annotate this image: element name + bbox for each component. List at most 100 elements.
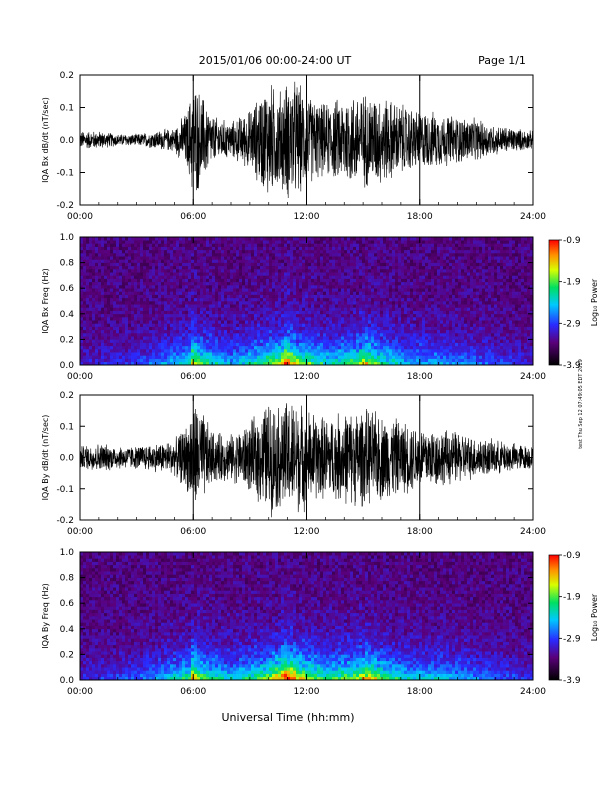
spectrogram-cell <box>392 310 396 315</box>
spectrogram-cell <box>122 249 126 254</box>
spectrogram-cell <box>311 269 315 273</box>
spectrogram-cell <box>272 259 276 263</box>
spectrogram-cell <box>272 288 276 292</box>
spectrogram-cell <box>440 320 444 324</box>
spectrogram-cell <box>107 291 111 295</box>
spectrogram-cell <box>218 272 222 276</box>
spectrogram-cell <box>131 301 135 305</box>
spectrogram-cell <box>350 278 354 283</box>
spectrogram-cell <box>350 246 354 251</box>
spectrogram-cell <box>164 336 168 340</box>
spectrogram-cell <box>227 326 231 331</box>
spectrogram-cell <box>374 294 378 299</box>
spectrogram-cell <box>308 339 312 343</box>
spectrogram-cell <box>92 329 96 334</box>
spectrogram-cell <box>395 240 399 244</box>
spectrogram-cell <box>113 310 117 315</box>
spectrogram-cell <box>182 243 186 247</box>
spectrogram-cell <box>152 323 156 327</box>
spectrogram-cell <box>155 313 159 318</box>
spectrogram-cell <box>389 355 393 359</box>
spectrogram-cell <box>92 288 96 292</box>
spectrogram-cell <box>362 339 366 343</box>
spectrogram-cell <box>431 339 435 343</box>
spectrogram-cell <box>239 301 243 305</box>
spectrogram-cell <box>314 301 318 305</box>
spectrogram-cell <box>446 304 450 308</box>
spectrogram-cell <box>347 262 351 267</box>
spectrogram-cell <box>323 275 327 279</box>
spectrogram-cell <box>107 345 111 350</box>
spectrogram-cell <box>164 272 168 276</box>
spectrogram-cell <box>287 256 291 260</box>
spectrogram-cell <box>419 262 423 267</box>
spectrogram-cell <box>296 291 300 295</box>
spectrogram-cell <box>242 352 246 356</box>
spectrogram-cell <box>236 297 240 302</box>
spectrogram-cell <box>89 246 93 251</box>
spectrogram-cell <box>227 288 231 292</box>
spectrogram-cell <box>377 339 381 343</box>
spectrogram-cell <box>122 301 126 305</box>
spectrogram-cell <box>245 326 249 331</box>
spectrogram-cell <box>80 269 84 273</box>
spectrogram-cell <box>266 246 270 251</box>
spectrogram-cell <box>377 313 381 318</box>
spectrogram-cell <box>125 339 129 343</box>
spectrogram-cell <box>89 310 93 315</box>
spectrogram-cell <box>383 313 387 318</box>
spectrogram-cell <box>380 310 384 315</box>
spectrogram-cell <box>407 272 411 276</box>
spectrogram-cell <box>302 317 306 321</box>
spectrogram-cell <box>152 253 156 257</box>
spectrogram-cell <box>119 355 123 359</box>
spectrogram-cell <box>407 336 411 340</box>
spectrogram-cell <box>266 342 270 347</box>
spectrogram-cell <box>230 278 234 283</box>
spectrogram-cell <box>287 313 291 318</box>
spectrogram-cell <box>380 285 384 289</box>
spectrogram-cell <box>173 333 177 337</box>
spectrogram-cell <box>149 262 153 267</box>
spectrogram-cell <box>248 326 252 331</box>
spectrogram-cell <box>134 281 138 286</box>
spectrogram-cell <box>104 253 108 257</box>
spectrogram-cell <box>206 240 210 244</box>
spectrogram-cell <box>380 246 384 251</box>
spectrogram-cell <box>170 313 174 318</box>
spectrogram-cell <box>128 329 132 334</box>
spectrogram-cell <box>443 304 447 308</box>
spectrogram-cell <box>320 358 324 363</box>
spectrogram-cell <box>206 307 210 311</box>
spectrogram-cell <box>257 256 261 260</box>
spectrogram-cell <box>152 355 156 359</box>
spectrogram-cell <box>404 275 408 279</box>
spectrogram-cell <box>170 355 174 359</box>
spectrogram-cell <box>89 243 93 247</box>
spectrogram-cell <box>419 285 423 289</box>
spectrogram-cell <box>98 317 102 321</box>
spectrogram-cell <box>416 301 420 305</box>
spectrogram-cell <box>152 339 156 343</box>
spectrogram-cell <box>383 272 387 276</box>
spectrogram-cell <box>425 355 429 359</box>
spectrogram-cell <box>119 288 123 292</box>
spectrogram-cell <box>137 358 141 363</box>
spectrogram-cell <box>302 269 306 273</box>
spectrogram-cell <box>215 342 219 347</box>
spectrogram-cell <box>290 301 294 305</box>
spectrogram-cell <box>413 259 417 263</box>
spectrogram-cell <box>314 285 318 289</box>
spectrogram-cell <box>92 349 96 353</box>
spectrogram-cell <box>374 246 378 251</box>
spectrogram-cell <box>293 358 297 363</box>
spectrogram-cell <box>329 249 333 254</box>
spectrogram-cell <box>323 243 327 247</box>
spectrogram-cell <box>86 249 90 254</box>
spectrogram-cell <box>101 294 105 299</box>
spectrogram-cell <box>422 256 426 260</box>
spectrogram-cell <box>131 310 135 315</box>
spectrogram-cell <box>284 342 288 347</box>
spectrogram-cell <box>317 358 321 363</box>
spectrogram-cell <box>257 352 261 356</box>
